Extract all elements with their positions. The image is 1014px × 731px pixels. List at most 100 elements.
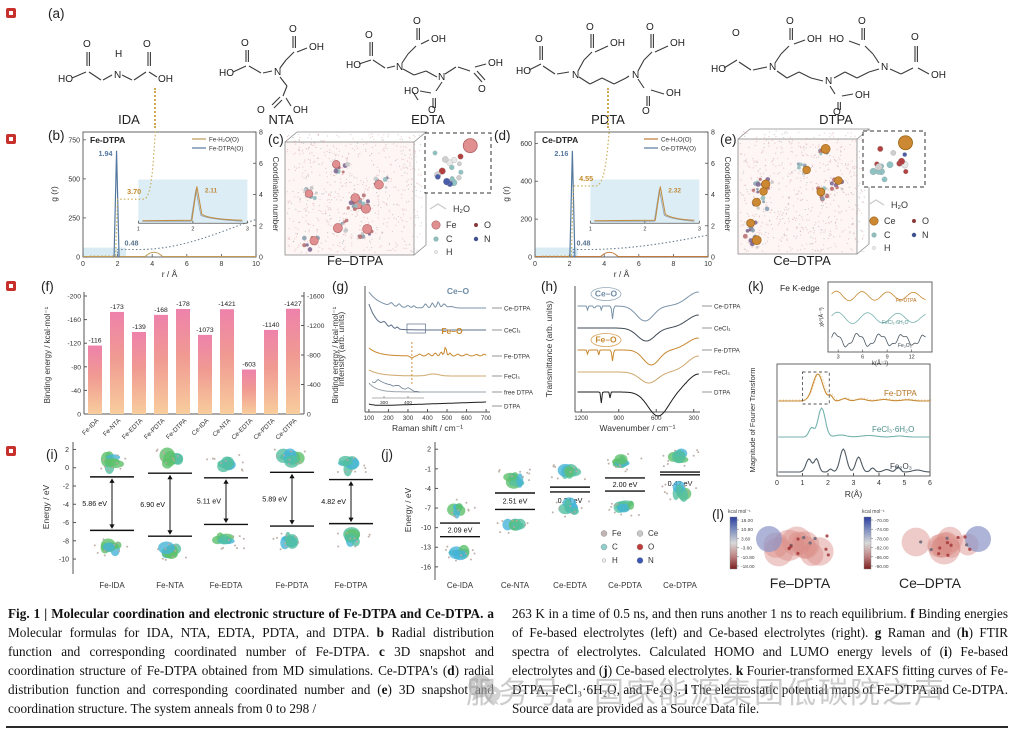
- svg-text:O: O: [911, 32, 919, 43]
- svg-text:kcal mol⁻¹: kcal mol⁻¹: [728, 509, 751, 515]
- svg-text:-178: -178: [176, 301, 190, 308]
- svg-text:2: 2: [259, 223, 263, 230]
- svg-text:k(Å⁻¹): k(Å⁻¹): [872, 360, 888, 367]
- svg-text:200: 200: [383, 415, 394, 422]
- svg-text:Transmittance (arb. units): Transmittance (arb. units): [544, 301, 554, 398]
- energy-levels-ce-chart: 2 -1 -4 -7 -10 -13 -16 Energy / eV 2.09 eV Ce-IDA…: [403, 442, 700, 590]
- svg-text:DTPA: DTPA: [504, 404, 521, 411]
- svg-text:H: H: [115, 49, 122, 60]
- svg-text:0: 0: [711, 255, 715, 262]
- dotted-curve-stub: [154, 88, 156, 128]
- svg-text:Binding energy / kcal·mol⁻¹: Binding energy / kcal·mol⁻¹: [43, 306, 52, 403]
- svg-text:OH: OH: [158, 74, 173, 85]
- svg-text:Ce: Ce: [648, 529, 659, 538]
- svg-text:O: O: [586, 22, 594, 33]
- svg-text:0.48: 0.48: [125, 239, 139, 248]
- raman-spectra-chart: 100 200 300 400 500 600 700 Raman shift / cm⁻¹ I…: [336, 286, 534, 433]
- svg-text:O: O: [732, 28, 740, 39]
- svg-text:Fe-DTPA: Fe-DTPA: [90, 135, 125, 145]
- svg-text:-10: -10: [59, 557, 69, 564]
- red-marker: [6, 8, 16, 18]
- svg-text:500: 500: [442, 415, 453, 422]
- svg-text:Ce-DTPA(O): Ce-DTPA(O): [661, 146, 696, 153]
- svg-text:Fe-DTPA: Fe-DTPA: [714, 348, 741, 355]
- svg-text:Intensity (arb. units): Intensity (arb. units): [336, 312, 346, 387]
- svg-text:O: O: [413, 16, 421, 27]
- svg-text:6: 6: [637, 261, 641, 268]
- svg-text:H: H: [612, 556, 618, 565]
- svg-text:4: 4: [602, 261, 606, 268]
- panel-label-h: (h): [541, 279, 558, 294]
- svg-text:0: 0: [528, 255, 532, 262]
- svg-text:Fe-NTA: Fe-NTA: [156, 581, 184, 590]
- svg-text:-200: -200: [67, 294, 81, 301]
- svg-text:600: 600: [520, 141, 532, 148]
- svg-text:250: 250: [68, 215, 80, 222]
- svg-text:3.70: 3.70: [127, 187, 141, 196]
- svg-text:OH: OH: [855, 90, 870, 101]
- md-snapshot-fe-dtpa: [284, 131, 428, 256]
- svg-text:O: O: [289, 24, 297, 35]
- svg-text:free DTPA: free DTPA: [504, 390, 534, 397]
- panel-label-k: (k): [748, 279, 764, 294]
- svg-text:O: O: [257, 105, 265, 116]
- svg-text:Binding energy / kcal·mol⁻¹: Binding energy / kcal·mol⁻¹: [331, 306, 340, 403]
- svg-text:Fe-DTPA: Fe-DTPA: [896, 298, 917, 304]
- svg-text:OH: OH: [670, 38, 685, 49]
- svg-text:3.60: 3.60: [741, 536, 751, 542]
- svg-text:-10.80: -10.80: [741, 555, 755, 561]
- dotted-curve-stub: [607, 88, 609, 128]
- svg-text:HO: HO: [404, 86, 419, 97]
- svg-text:-4: -4: [425, 486, 431, 493]
- svg-text:O: O: [648, 543, 654, 552]
- panel-label-e: (e): [720, 132, 737, 147]
- svg-text:HO: HO: [516, 66, 531, 77]
- coordination-structure-fe-inset: [424, 132, 492, 194]
- svg-text:2.16: 2.16: [554, 149, 568, 158]
- svg-text:C: C: [884, 230, 891, 240]
- svg-text:-1073: -1073: [196, 327, 214, 334]
- svg-text:-1: -1: [425, 466, 431, 473]
- svg-text:700: 700: [481, 415, 492, 422]
- panel-label-j: (j): [381, 447, 393, 462]
- svg-text:N: N: [881, 62, 888, 73]
- svg-text:H₂O: H₂O: [891, 200, 908, 210]
- molecule-name-edta: EDTA: [411, 112, 445, 127]
- svg-text:N: N: [922, 230, 929, 240]
- svg-text:Ce-DTPA: Ce-DTPA: [542, 135, 578, 145]
- svg-text:300: 300: [380, 400, 388, 406]
- svg-text:-78.00: -78.00: [875, 536, 889, 542]
- svg-text:3: 3: [837, 355, 840, 361]
- svg-text:χk³(Å⁻³): χk³(Å⁻³): [818, 307, 825, 327]
- svg-text:HO: HO: [58, 74, 73, 85]
- svg-text:300: 300: [688, 415, 699, 422]
- svg-text:10: 10: [704, 261, 712, 268]
- svg-text:6: 6: [185, 261, 189, 268]
- svg-text:-168: -168: [154, 307, 168, 314]
- svg-text:HO: HO: [711, 64, 726, 75]
- svg-text:-7: -7: [425, 506, 431, 513]
- svg-text:O: O: [833, 107, 841, 118]
- atom-legend-ce: H₂O Ce O C N H: [867, 199, 929, 253]
- svg-text:C: C: [612, 543, 618, 552]
- svg-text:Ce-DTPA: Ce-DTPA: [663, 581, 697, 590]
- svg-text:OH: OH: [931, 70, 946, 81]
- svg-text:-120: -120: [67, 341, 81, 348]
- svg-text:-86.00: -86.00: [875, 555, 889, 561]
- svg-text:4.82 eV: 4.82 eV: [321, 497, 346, 506]
- svg-text:5.11 eV: 5.11 eV: [197, 497, 221, 506]
- svg-text:Ce-H₂O(O): Ce-H₂O(O): [661, 137, 692, 144]
- svg-text:200: 200: [520, 217, 532, 224]
- svg-text:O: O: [428, 105, 436, 116]
- svg-text:8: 8: [711, 130, 715, 137]
- svg-text:N: N: [648, 556, 654, 565]
- svg-text:OH: OH: [309, 42, 324, 53]
- svg-text:0: 0: [76, 255, 80, 262]
- atom-legend-fe: H₂O Fe O C N H: [429, 203, 491, 257]
- svg-text:2: 2: [711, 223, 715, 230]
- svg-text:-173: -173: [110, 304, 124, 311]
- panel-label-l: (l): [712, 507, 724, 522]
